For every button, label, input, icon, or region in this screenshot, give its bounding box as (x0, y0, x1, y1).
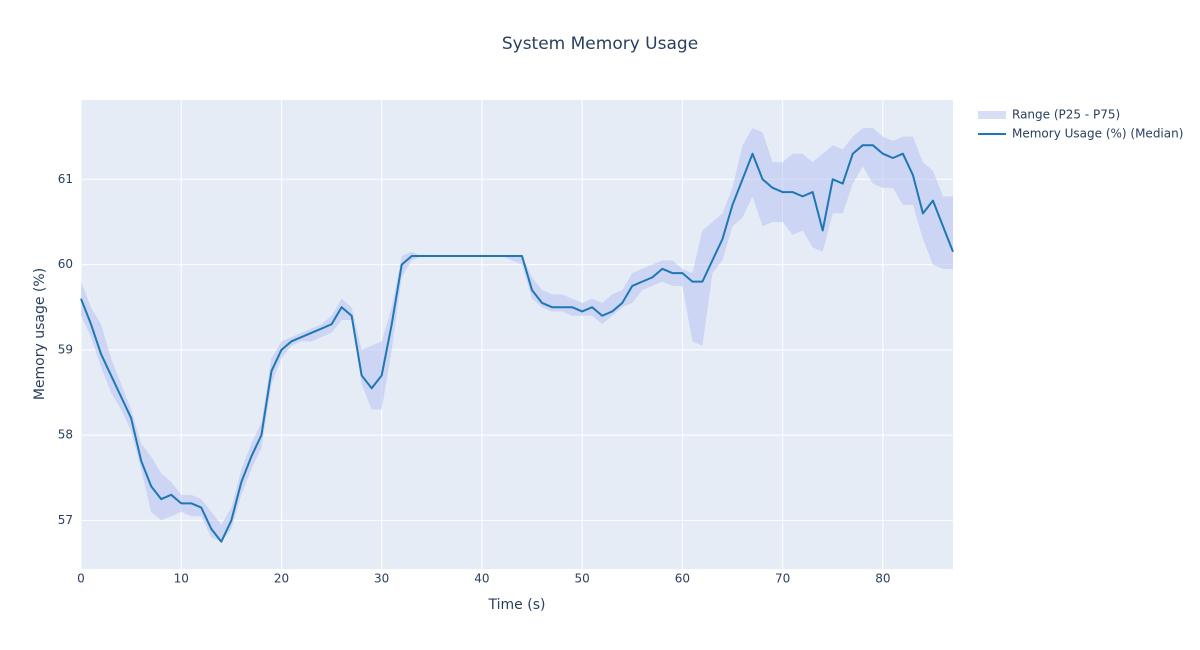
y-tick-label: 60 (58, 257, 73, 271)
y-tick-label: 57 (58, 513, 73, 527)
median-line (80, 144, 954, 543)
y-tick-label: 58 (58, 428, 73, 442)
x-axis-title: Time (s) (488, 597, 546, 613)
y-axis-title: Memory usage (%) (32, 268, 48, 400)
y-tick-label: 59 (58, 342, 73, 356)
x-tick-label: 20 (274, 572, 289, 586)
legend-label: Range (P25 - P75) (1012, 108, 1120, 122)
x-tick-label: 0 (77, 572, 85, 586)
x-tick-label: 50 (575, 572, 590, 586)
x-tick-label: 40 (474, 572, 489, 586)
x-tick-label: 70 (775, 572, 790, 586)
x-tick-label: 10 (174, 572, 189, 586)
x-tick-label: 80 (875, 572, 890, 586)
chart-title: System Memory Usage (502, 34, 698, 54)
range-band (81, 128, 953, 542)
x-tick-label: 60 (675, 572, 690, 586)
y-tick-label: 61 (58, 172, 73, 186)
x-tick-label: 30 (374, 572, 389, 586)
legend-label: Memory Usage (%) (Median) (1012, 127, 1183, 141)
